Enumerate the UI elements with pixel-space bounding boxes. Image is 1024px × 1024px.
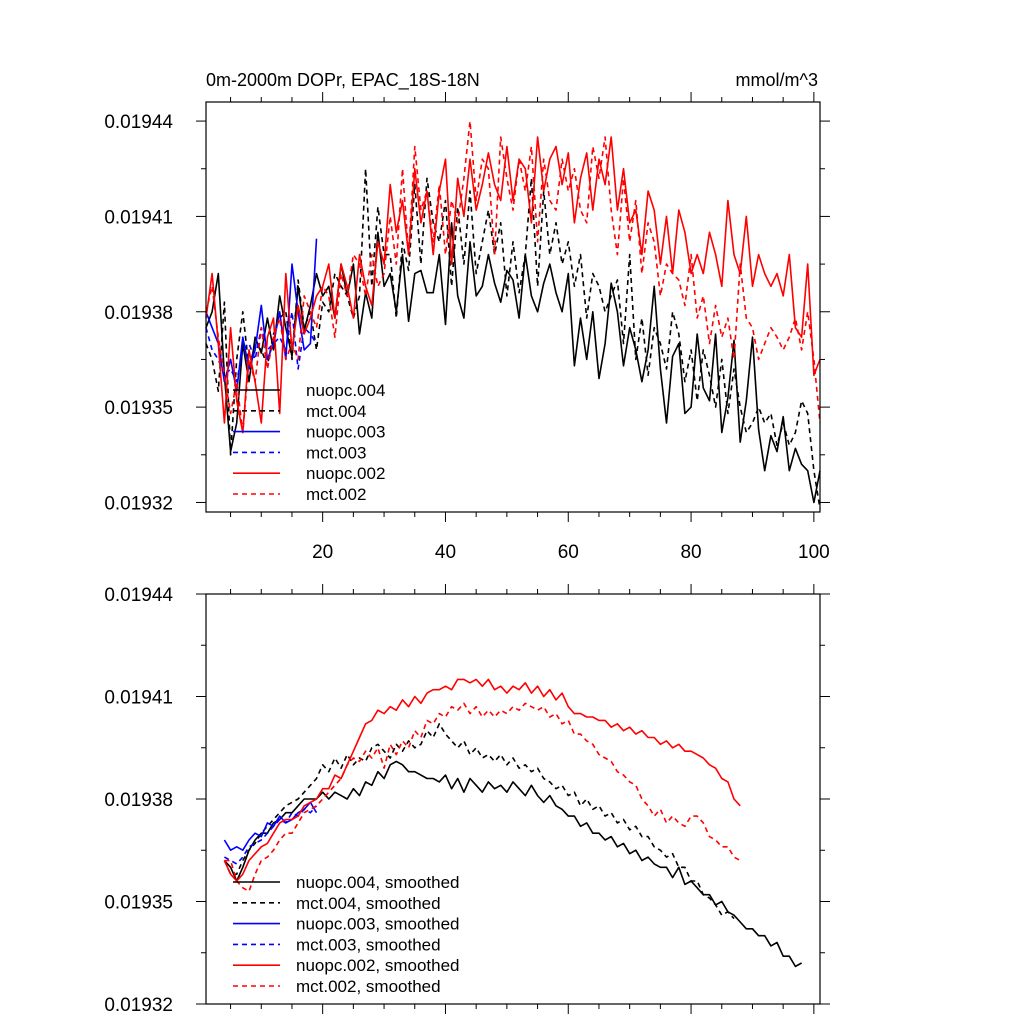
top-chart-units: mmol/m^3 bbox=[736, 70, 818, 90]
top-chart-axes: 0.01932 0.01935 0.01938 0.01941 0.01944 20 40 6… bbox=[104, 92, 830, 563]
bottom-chart-series bbox=[223, 678, 802, 968]
legend-label-nuopc-003-smoothed: nuopc.003, smoothed bbox=[296, 915, 460, 934]
series-line-mct-003-smoothed bbox=[224, 805, 318, 865]
legend-label-mct-003: mct.003 bbox=[306, 443, 366, 462]
series-line-nuopc-004-smoothed bbox=[223, 760, 802, 968]
top-y-tick-label: 0.01938 bbox=[104, 303, 173, 324]
legend-label-nuopc-002-smoothed: nuopc.002, smoothed bbox=[296, 956, 460, 975]
bottom-y-tick-label: 0.01938 bbox=[104, 790, 173, 811]
top-y-tick-label: 0.01932 bbox=[104, 493, 173, 514]
bottom-chart: 0.01932 0.01935 0.01938 0.01941 0.01944 nuop… bbox=[104, 584, 830, 1016]
series-line-nuopc-003 bbox=[205, 238, 318, 393]
legend-label-mct-002: mct.002 bbox=[306, 485, 366, 504]
series-line-mct-004-smoothed bbox=[223, 722, 735, 920]
top-y-tick-label: 0.01935 bbox=[104, 398, 173, 419]
legend-label-nuopc-004-smoothed: nuopc.004, smoothed bbox=[296, 873, 460, 892]
series-line-nuopc-002-smoothed bbox=[223, 678, 741, 882]
series-line-nuopc-004 bbox=[205, 222, 821, 504]
top-x-tick-label: 40 bbox=[435, 542, 456, 563]
legend-label-mct-003-smoothed: mct.003, smoothed bbox=[296, 935, 441, 954]
top-chart-frame bbox=[205, 101, 821, 513]
bottom-chart-frame bbox=[205, 593, 821, 1005]
series-line-nuopc-002 bbox=[205, 136, 821, 434]
series-line-mct-002 bbox=[205, 120, 821, 434]
legend-label-nuopc-002: nuopc.002 bbox=[306, 464, 385, 483]
top-y-tick-label: 0.01941 bbox=[104, 207, 173, 228]
top-y-tick-label: 0.01944 bbox=[104, 112, 173, 133]
top-x-tick-label: 60 bbox=[558, 542, 579, 563]
bottom-y-tick-label: 0.01935 bbox=[104, 893, 173, 914]
series-line-mct-004 bbox=[205, 167, 821, 509]
top-chart-series bbox=[205, 120, 821, 509]
top-x-tick-label: 20 bbox=[312, 542, 333, 563]
legend-label-nuopc-004: nuopc.004 bbox=[306, 381, 385, 400]
legend-label-mct-002-smoothed: mct.002, smoothed bbox=[296, 977, 441, 996]
top-chart-title: 0m-2000m DOPr, EPAC_18S-18N bbox=[206, 70, 480, 91]
top-chart: 0m-2000m DOPr, EPAC_18S-18N mmol/m^3 0.0… bbox=[104, 70, 830, 563]
bottom-y-tick-label: 0.01932 bbox=[104, 995, 173, 1016]
bottom-chart-legend: nuopc.004, smoothed mct.004, smoothed nuop… bbox=[233, 873, 460, 996]
bottom-y-tick-label: 0.01944 bbox=[104, 585, 173, 606]
top-x-tick-label: 100 bbox=[798, 542, 830, 563]
top-x-tick-label: 80 bbox=[680, 542, 701, 563]
legend-label-mct-004-smoothed: mct.004, smoothed bbox=[296, 894, 441, 913]
bottom-y-tick-label: 0.01941 bbox=[104, 688, 173, 709]
legend-label-nuopc-003: nuopc.003 bbox=[306, 423, 385, 442]
series-line-mct-002-smoothed bbox=[224, 702, 741, 893]
legend-label-mct-004: mct.004 bbox=[306, 402, 366, 421]
bottom-chart-axes: 0.01932 0.01935 0.01938 0.01941 0.01944 bbox=[104, 584, 830, 1016]
